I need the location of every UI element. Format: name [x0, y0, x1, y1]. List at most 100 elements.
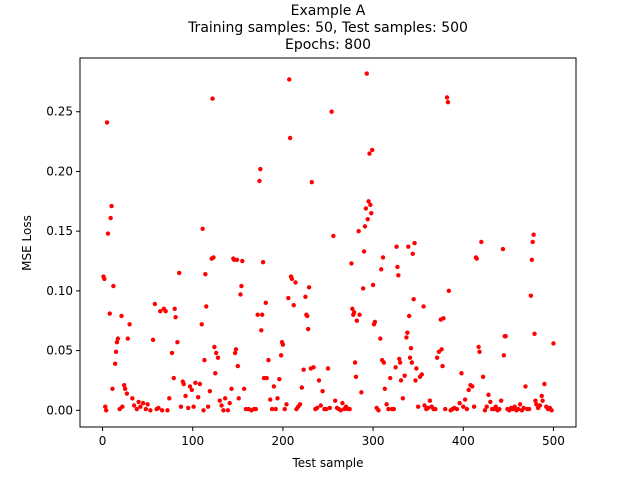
data-point-181	[372, 319, 378, 325]
data-point-294	[542, 381, 547, 387]
data-point-13	[114, 340, 120, 345]
data-point-78	[225, 408, 231, 413]
data-point-88	[238, 292, 243, 297]
data-point-80	[229, 386, 234, 391]
y-tick-label-1: 0.05	[46, 344, 73, 358]
data-point-173	[365, 217, 370, 222]
data-point-298	[549, 408, 554, 413]
data-point-179	[370, 282, 376, 288]
data-point-211	[410, 251, 415, 257]
data-point-286	[531, 232, 536, 237]
data-point-175	[367, 151, 372, 156]
data-point-145	[325, 366, 331, 371]
data-point-129	[301, 367, 306, 372]
data-point-262	[493, 404, 498, 409]
data-point-5	[105, 231, 111, 236]
data-point-2	[103, 404, 108, 409]
data-point-246	[466, 387, 471, 393]
data-point-77	[222, 396, 228, 401]
data-point-75	[219, 403, 224, 408]
data-point-137	[311, 365, 316, 370]
data-point-39	[163, 308, 168, 314]
data-point-152	[338, 408, 343, 413]
data-point-30	[145, 402, 150, 407]
data-point-7	[108, 215, 113, 221]
data-point-71	[213, 371, 218, 376]
data-point-243	[461, 404, 466, 409]
data-point-206	[406, 244, 411, 249]
data-point-255	[480, 374, 486, 380]
data-point-100	[259, 328, 264, 333]
data-point-35	[156, 405, 161, 411]
data-point-146	[327, 405, 332, 411]
data-point-54	[189, 387, 195, 393]
x-axis-label: Test sample	[291, 456, 363, 470]
data-point-112	[277, 377, 282, 382]
data-point-265	[498, 398, 504, 403]
data-point-163	[353, 374, 359, 380]
data-point-120	[287, 135, 293, 141]
data-point-267	[501, 353, 507, 358]
data-point-252	[476, 344, 481, 350]
data-point-291	[537, 403, 543, 408]
y-tick-label-4: 0.20	[46, 164, 73, 178]
data-point-227	[434, 355, 440, 360]
data-point-90	[240, 258, 245, 264]
data-point-52	[186, 405, 191, 411]
x-axis-ticks: 0 100 200 300 400 500	[99, 427, 565, 448]
data-point-236	[446, 288, 452, 294]
data-point-22	[127, 322, 132, 327]
data-point-105	[264, 375, 269, 381]
data-point-25	[134, 406, 140, 412]
data-point-274	[512, 404, 517, 409]
data-point-18	[121, 383, 127, 388]
data-point-212	[411, 297, 416, 302]
data-point-115	[280, 342, 286, 347]
data-point-282	[526, 406, 532, 412]
data-point-219	[421, 304, 426, 309]
data-point-122	[289, 276, 295, 282]
data-point-251	[474, 256, 479, 261]
data-point-127	[297, 402, 303, 407]
data-point-26	[136, 399, 141, 405]
data-point-23	[130, 396, 135, 401]
data-point-14	[115, 336, 121, 341]
data-point-136	[309, 179, 314, 185]
data-point-139	[314, 405, 320, 411]
data-point-110	[273, 406, 278, 412]
data-point-61	[201, 408, 206, 413]
y-axis-label: MSE Loss	[20, 215, 34, 271]
data-point-84	[233, 347, 239, 352]
data-point-194	[391, 406, 397, 412]
data-point-142	[320, 388, 325, 394]
data-point-8	[109, 203, 114, 209]
data-point-248	[470, 384, 475, 389]
y-axis-ticks: 0.00 0.05 0.10 0.15 0.20 0.25	[46, 105, 80, 417]
data-point-222	[425, 405, 431, 411]
data-point-207	[406, 313, 412, 319]
data-point-140	[316, 378, 322, 383]
data-point-244	[462, 397, 468, 402]
data-point-97	[255, 312, 260, 317]
data-point-258	[486, 392, 491, 397]
data-point-43	[171, 375, 176, 381]
data-point-98	[257, 178, 262, 184]
data-point-208	[407, 355, 413, 360]
data-point-284	[529, 257, 535, 263]
data-point-293	[540, 398, 545, 403]
data-point-283	[528, 293, 534, 298]
x-tick-label-0: 0	[99, 434, 107, 448]
data-point-223	[427, 398, 433, 403]
data-point-197	[395, 264, 400, 270]
data-point-101	[259, 312, 265, 317]
data-point-58	[197, 381, 203, 387]
data-point-183	[376, 408, 381, 413]
data-point-148	[331, 233, 336, 239]
data-point-46	[175, 340, 180, 345]
x-tick-label-3: 300	[362, 434, 385, 448]
data-point-123	[291, 302, 296, 308]
data-point-218	[419, 372, 424, 377]
x-tick-label-5: 500	[542, 434, 565, 448]
data-point-11	[112, 361, 118, 366]
data-point-161	[351, 310, 357, 315]
